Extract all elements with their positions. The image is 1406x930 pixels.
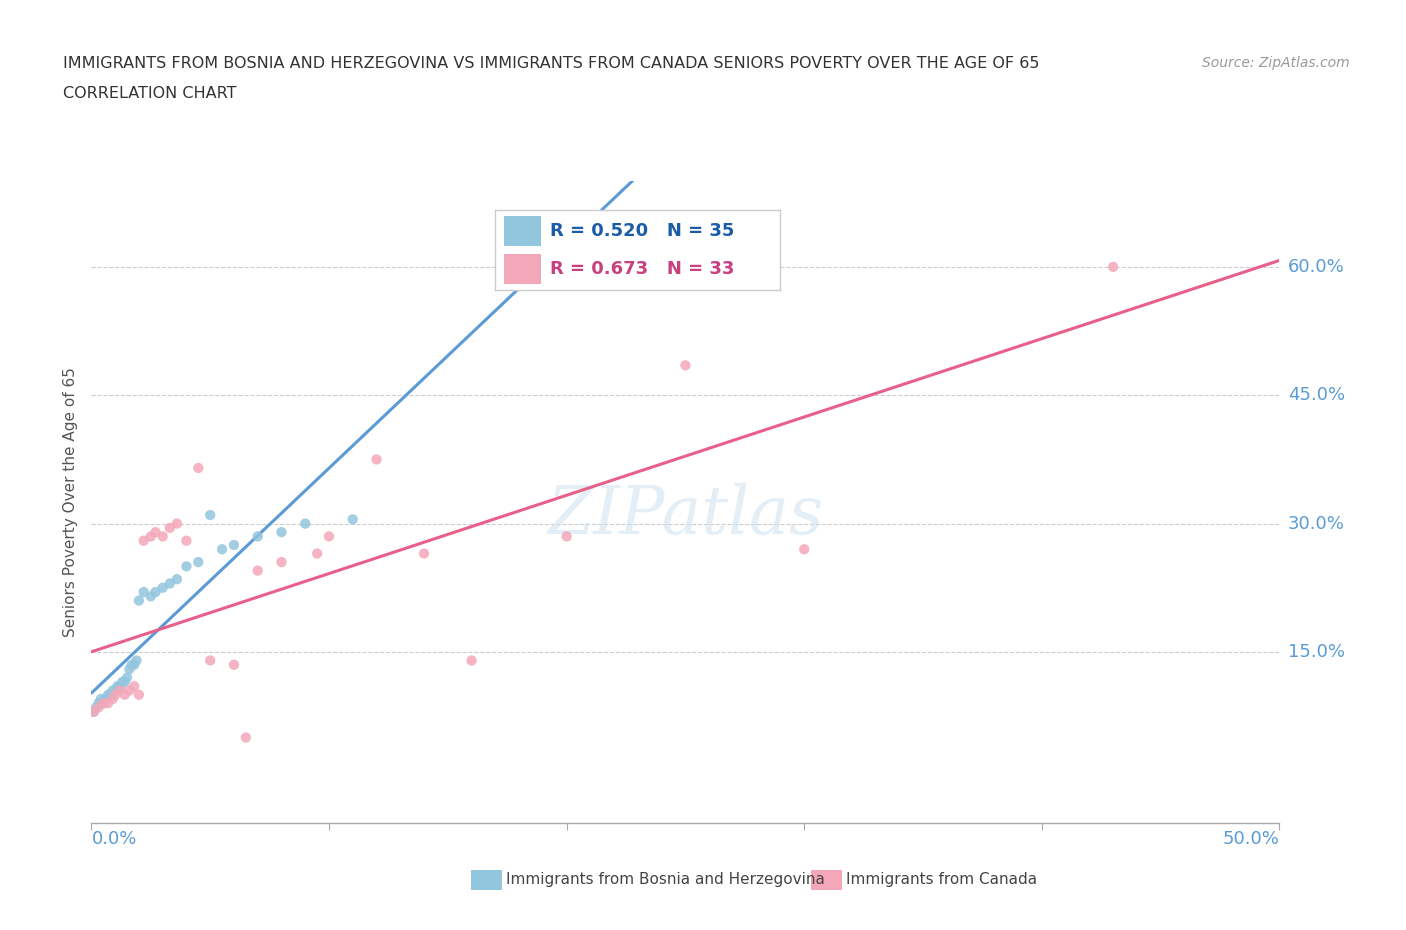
Point: [246, 529, 269, 544]
Point: [145, 585, 167, 600]
Point: [122, 658, 145, 672]
Text: Immigrants from Canada: Immigrants from Canada: [846, 872, 1038, 887]
Bar: [503, 254, 541, 284]
Point: [1102, 259, 1125, 274]
Point: [460, 653, 482, 668]
Point: [413, 546, 436, 561]
Point: [166, 516, 188, 531]
Y-axis label: Seniors Poverty Over the Age of 65: Seniors Poverty Over the Age of 65: [63, 367, 79, 637]
Point: [307, 546, 329, 561]
Text: R = 0.520   N = 35: R = 0.520 N = 35: [550, 222, 734, 240]
Point: [555, 529, 578, 544]
Point: [294, 516, 316, 531]
Point: [176, 533, 198, 548]
Text: ZIPatlas: ZIPatlas: [547, 483, 824, 548]
Point: [125, 653, 148, 668]
Point: [187, 460, 209, 475]
Point: [270, 554, 292, 569]
Text: 60.0%: 60.0%: [1288, 258, 1344, 276]
Point: [342, 512, 364, 526]
Point: [91, 696, 114, 711]
Point: [139, 589, 162, 604]
Point: [101, 692, 124, 707]
Point: [132, 585, 155, 600]
Point: [246, 564, 269, 578]
Point: [200, 653, 222, 668]
Point: [145, 525, 167, 539]
Point: [222, 658, 245, 672]
Text: 0.0%: 0.0%: [91, 830, 136, 848]
Point: [114, 687, 136, 702]
Point: [152, 580, 174, 595]
Point: [166, 572, 188, 587]
Point: [139, 529, 162, 544]
Point: [104, 683, 127, 698]
Text: 45.0%: 45.0%: [1288, 386, 1346, 405]
Point: [176, 559, 198, 574]
Point: [114, 674, 136, 689]
Point: [187, 554, 209, 569]
Text: 30.0%: 30.0%: [1288, 514, 1344, 533]
Point: [87, 696, 110, 711]
Point: [128, 593, 150, 608]
Point: [91, 696, 114, 711]
Point: [159, 521, 181, 536]
Point: [83, 704, 105, 719]
Point: [94, 692, 117, 707]
Point: [152, 529, 174, 544]
Point: [111, 674, 134, 689]
Point: [100, 687, 122, 702]
Point: [115, 671, 138, 685]
Point: [235, 730, 257, 745]
Point: [211, 542, 233, 557]
Point: [159, 576, 181, 591]
Point: [200, 508, 222, 523]
Point: [97, 696, 120, 711]
Point: [222, 538, 245, 552]
Text: 15.0%: 15.0%: [1288, 643, 1344, 661]
Point: [108, 679, 131, 694]
Point: [121, 658, 143, 672]
Point: [673, 358, 696, 373]
Point: [90, 692, 112, 707]
Point: [107, 679, 129, 694]
Point: [108, 683, 131, 698]
Point: [87, 700, 110, 715]
Text: CORRELATION CHART: CORRELATION CHART: [63, 86, 236, 100]
Point: [132, 533, 155, 548]
Point: [104, 687, 127, 702]
Text: 50.0%: 50.0%: [1223, 830, 1279, 848]
Point: [101, 683, 124, 698]
Text: Source: ZipAtlas.com: Source: ZipAtlas.com: [1202, 56, 1350, 70]
Point: [122, 679, 145, 694]
Text: IMMIGRANTS FROM BOSNIA AND HERZEGOVINA VS IMMIGRANTS FROM CANADA SENIORS POVERTY: IMMIGRANTS FROM BOSNIA AND HERZEGOVINA V…: [63, 56, 1040, 71]
Bar: [503, 216, 541, 246]
Text: Immigrants from Bosnia and Herzegovina: Immigrants from Bosnia and Herzegovina: [506, 872, 825, 887]
Point: [366, 452, 388, 467]
Text: R = 0.673   N = 33: R = 0.673 N = 33: [550, 259, 734, 278]
Point: [97, 687, 120, 702]
Point: [118, 683, 141, 698]
Point: [270, 525, 292, 539]
Point: [793, 542, 815, 557]
Point: [83, 704, 105, 719]
Point: [118, 661, 141, 676]
Point: [318, 529, 340, 544]
Point: [84, 700, 107, 715]
Point: [128, 687, 150, 702]
